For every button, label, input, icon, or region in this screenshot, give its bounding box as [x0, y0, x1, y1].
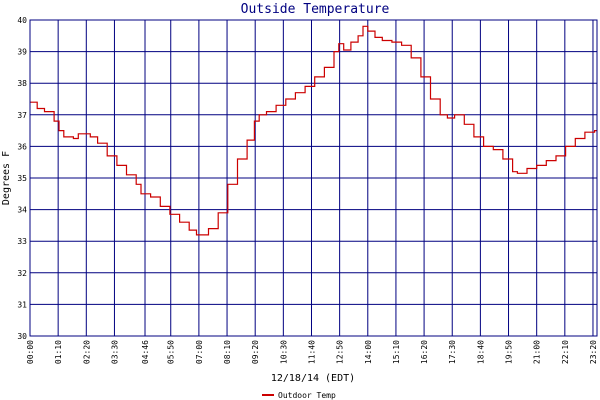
x-tick-label: 01:10 [54, 340, 63, 364]
x-tick-label: 04:46 [141, 340, 150, 364]
y-axis-ticks: 30 31 32 33 34 35 36 37 38 39 40 [17, 16, 27, 341]
x-tick-label: 07:00 [195, 340, 204, 364]
x-tick-label: 22:10 [561, 340, 570, 364]
series-line-outdoor-temp [30, 25, 597, 236]
x-tick-label: 18:40 [476, 340, 485, 364]
y-tick-label: 31 [17, 300, 27, 309]
x-tick-label: 12:50 [336, 340, 345, 364]
series-layer [30, 25, 597, 236]
x-tick-label: 15:10 [392, 340, 401, 364]
y-tick-label: 39 [17, 48, 27, 57]
y-axis-label: Degrees F [1, 151, 12, 205]
plot-frame [29, 19, 598, 337]
x-tick-label: 11:40 [307, 340, 316, 364]
y-tick-label: 30 [17, 332, 27, 341]
x-tick-label: 23:20 [589, 340, 598, 364]
x-axis-ticks: 00:00 01:10 02:20 03:30 04:46 05:50 07:00 08:10… [26, 340, 598, 364]
chart-title: Outside Temperature [241, 2, 390, 17]
grid-lines [29, 19, 597, 337]
x-tick-label: 14:00 [364, 340, 373, 364]
x-tick-label: 03:30 [110, 340, 119, 364]
legend-label: Outdoor Temp [278, 391, 336, 400]
y-tick-label: 37 [17, 111, 27, 120]
legend: Outdoor Temp [262, 391, 336, 400]
x-tick-label: 00:00 [26, 340, 35, 364]
x-tick-label: 17:30 [448, 340, 457, 364]
x-tick-label: 10:30 [279, 340, 288, 364]
x-tick-label: 19:50 [505, 340, 514, 364]
x-tick-label: 16:20 [420, 340, 429, 364]
y-tick-label: 34 [17, 206, 27, 215]
x-tick-label: 05:50 [167, 340, 176, 364]
x-axis-label: 12/18/14 (EDT) [271, 373, 355, 384]
y-tick-label: 33 [17, 237, 27, 246]
y-tick-label: 40 [17, 16, 27, 25]
x-tick-label: 21:00 [533, 340, 542, 364]
x-tick-label: 08:10 [223, 340, 232, 364]
x-tick-label: 02:20 [82, 340, 91, 364]
y-tick-label: 36 [17, 142, 27, 151]
y-tick-label: 38 [17, 79, 27, 88]
y-tick-label: 35 [17, 174, 27, 183]
x-tick-label: 09:20 [251, 340, 260, 364]
y-tick-label: 32 [17, 269, 27, 278]
